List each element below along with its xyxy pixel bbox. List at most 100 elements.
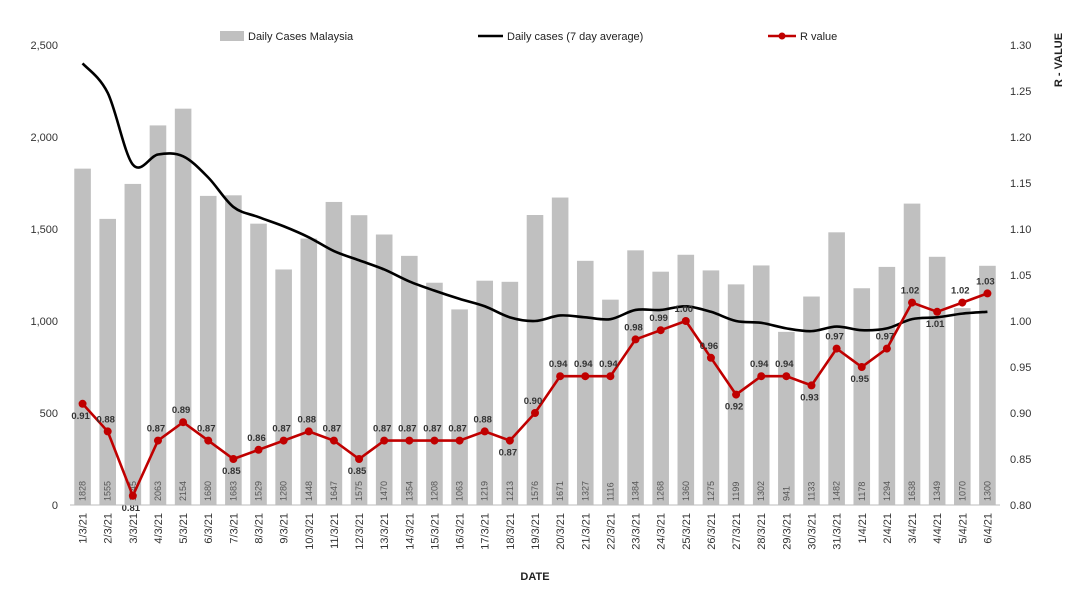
bar-value-label: 1219 <box>480 481 490 501</box>
r-label-group: 0.91 0.88 0.81 0.87 0.89 0.87 0.85 0.86 0.87 0.88… <box>71 276 994 513</box>
r-value-point <box>782 372 791 381</box>
r-value-point <box>581 372 590 381</box>
y2-tick-label: 1.00 <box>1010 316 1031 328</box>
r-value-point <box>430 436 439 445</box>
average-line-group <box>81 62 988 333</box>
bar <box>627 250 644 505</box>
y2-tick-label: 1.30 <box>1010 40 1031 52</box>
bar-value-label: 1280 <box>279 481 289 501</box>
x-tick-label: 6/4/21 <box>982 513 994 544</box>
r-value-point <box>531 409 539 417</box>
bar <box>401 255 418 505</box>
x-tick-label: 10/3/21 <box>304 513 316 550</box>
r-value-label: 0.94 <box>750 359 769 370</box>
r-value-point <box>304 427 313 436</box>
r-value-label: 0.87 <box>272 424 291 435</box>
bar <box>476 280 494 505</box>
legend-bar-label: Daily Cases Malaysia <box>248 31 354 43</box>
x-tick-label: 15/3/21 <box>429 513 441 550</box>
x-tick-label: 3/3/21 <box>128 513 140 544</box>
x-tick-label: 4/3/21 <box>153 513 165 544</box>
bar <box>803 296 820 505</box>
y2-tick-label: 0.95 <box>1010 362 1031 374</box>
y2-tick-label: 1.05 <box>1010 270 1031 282</box>
y2-tick-group: 0.80 0.85 0.90 0.95 1.00 1.05 1.10 1.15 1.20 1.25… <box>1010 40 1031 512</box>
bar <box>124 183 142 506</box>
x-tick-label: 25/3/21 <box>681 513 693 550</box>
r-value-label: 0.97 <box>825 332 844 343</box>
bar <box>828 232 845 505</box>
bar-value-label: 2154 <box>178 481 188 501</box>
r-value-label: 0.93 <box>800 392 819 403</box>
y2-tick-label: 0.85 <box>1010 454 1031 466</box>
bar-value-label: 1063 <box>455 481 465 501</box>
bar <box>300 238 318 505</box>
x-tick-label: 3/4/21 <box>907 513 919 544</box>
bar-value-label: 1360 <box>681 481 691 501</box>
bar <box>199 195 217 505</box>
r-value-point <box>732 390 741 399</box>
r-value-label: 0.99 <box>649 313 668 324</box>
bar <box>149 125 167 506</box>
bar-value-label: 1647 <box>329 481 339 501</box>
y2-tick-label: 1.10 <box>1010 224 1031 236</box>
bar-value-label: 1213 <box>505 481 515 501</box>
bar <box>778 331 795 505</box>
bar <box>954 308 971 505</box>
bar-value-label: 1070 <box>957 481 967 501</box>
bar <box>878 266 896 505</box>
r-value-label: 0.94 <box>549 359 568 370</box>
x-tick-label: 22/3/21 <box>605 513 617 550</box>
r-value-point <box>631 335 640 344</box>
r-value-point <box>153 436 162 445</box>
bar-value-label: 1576 <box>530 481 540 501</box>
bar <box>576 260 594 505</box>
r-value-point <box>480 427 489 436</box>
r-value-point <box>656 326 665 335</box>
r-value-point <box>128 491 137 500</box>
r-value-point <box>78 399 87 408</box>
r-value-label: 0.81 <box>122 503 141 514</box>
bar-value-label: 1745 <box>128 481 138 501</box>
r-value-point <box>958 298 967 307</box>
r-value-label: 0.88 <box>298 414 317 425</box>
r-value-point <box>807 381 816 390</box>
average-line <box>81 62 988 333</box>
bar-value-label: 1349 <box>932 481 942 501</box>
r-value-point <box>556 372 565 381</box>
bar <box>426 282 443 505</box>
bar <box>451 309 468 505</box>
bar <box>979 265 996 505</box>
r-value-label: 1.00 <box>675 304 694 315</box>
r-value-point <box>757 372 766 381</box>
bar-value-label: 1470 <box>379 481 389 501</box>
x-tick-label: 4/4/21 <box>932 513 944 544</box>
r-value-point <box>103 427 112 436</box>
bar-value-label: 1680 <box>203 481 213 501</box>
r-value-point <box>857 363 866 371</box>
r-value-label: 1.02 <box>951 286 970 297</box>
y2-tick-label: 1.15 <box>1010 178 1031 190</box>
x-tick-label: 7/3/21 <box>228 513 240 544</box>
bar <box>551 197 569 505</box>
x-tick-label: 27/3/21 <box>731 513 743 550</box>
x-tick-label: 8/3/21 <box>254 513 266 544</box>
x-tick-label: 26/3/21 <box>706 513 718 550</box>
r-value-point <box>254 445 263 454</box>
x-tick-label: 17/3/21 <box>480 513 492 550</box>
r-value-point <box>455 436 464 445</box>
r-value-label: 0.94 <box>574 359 593 370</box>
bar-value-label: 1294 <box>882 481 892 501</box>
bar <box>677 254 695 505</box>
bar-value-label: 1199 <box>731 482 741 501</box>
bar <box>350 215 368 505</box>
x-tick-label: 19/3/21 <box>530 513 542 550</box>
y-tick-label: 500 <box>40 408 58 420</box>
bar-value-label: 1178 <box>857 482 867 501</box>
r-value-point <box>983 289 992 298</box>
legend-r-marker <box>778 32 786 40</box>
y-tick-label: 2,500 <box>30 40 58 52</box>
bar-value-label: 1116 <box>605 482 615 501</box>
r-value-label: 0.87 <box>423 424 442 435</box>
r-value-label: 0.97 <box>876 332 895 343</box>
